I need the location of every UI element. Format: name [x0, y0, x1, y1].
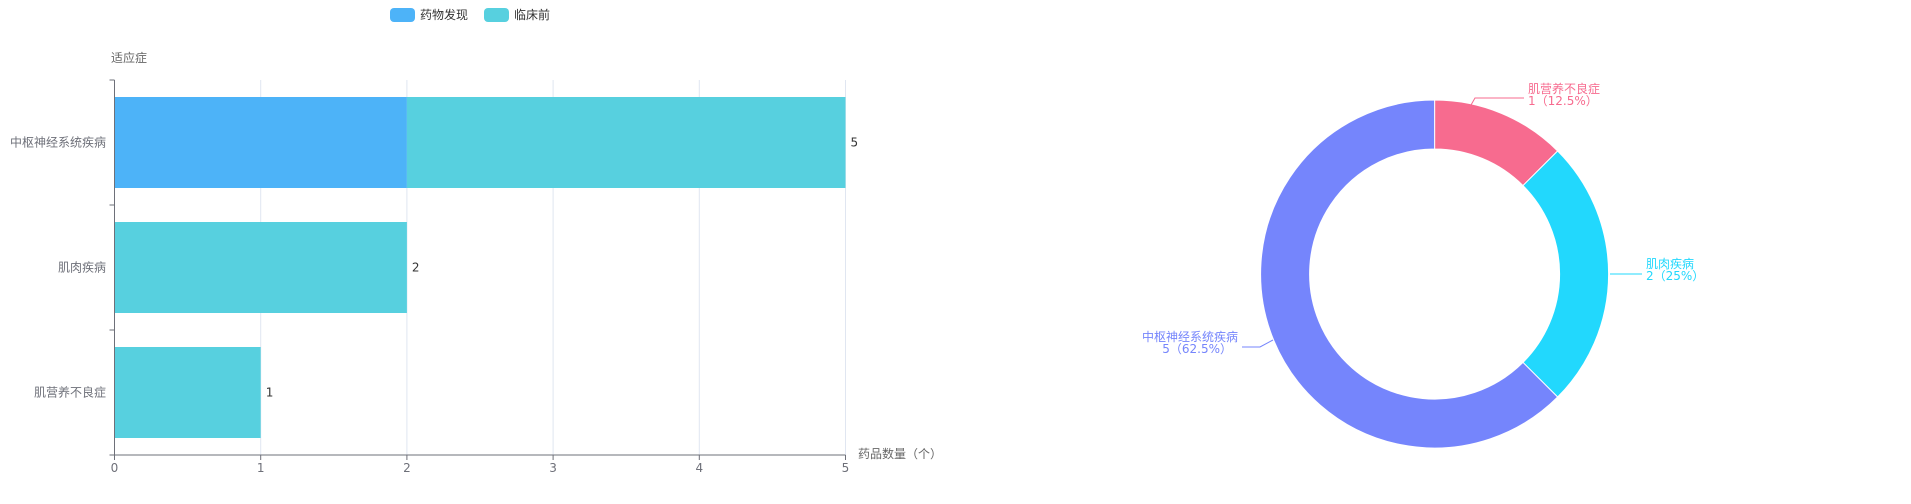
x-tick-label: 2: [403, 461, 411, 475]
slice-value-label: 5（62.5%）: [1162, 342, 1232, 356]
x-tick-label: 5: [842, 461, 850, 475]
bar-total-label: 2: [412, 261, 420, 275]
x-axis-title: 药品数量（个）: [858, 446, 942, 461]
slice-label: 中枢神经系统疾病: [1142, 329, 1238, 344]
donut-slice: [1522, 150, 1610, 398]
bar-total-label: 5: [851, 136, 859, 150]
bar-preclinical: [114, 347, 261, 438]
donut-slice: [1260, 99, 1559, 449]
x-tick-label: 1: [257, 461, 265, 475]
slice-value-label: 2（25%）: [1646, 269, 1704, 283]
label-leader-line: [1242, 339, 1274, 348]
bar-preclinical: [406, 97, 846, 188]
y-tick-label: 肌肉疾病: [58, 260, 106, 275]
legend-swatch: [390, 8, 415, 22]
y-tick-label: 肌营养不良症: [34, 385, 106, 400]
bar-drug-discovery: [114, 97, 407, 188]
label-leader-line: [1466, 97, 1524, 113]
y-axis-title: 适应症: [111, 50, 147, 65]
legend-swatch: [484, 8, 509, 22]
bar-preclinical: [114, 222, 407, 313]
x-tick-label: 4: [695, 461, 703, 475]
y-tick-label: 中枢神经系统疾病: [10, 135, 106, 150]
slice-label: 肌肉疾病: [1646, 256, 1694, 271]
x-tick-label: 0: [111, 461, 119, 475]
legend-label: 临床前: [514, 7, 550, 22]
slice-label: 肌营养不良症: [1528, 81, 1600, 96]
legend-label: 药物发现: [420, 7, 468, 22]
bar-total-label: 1: [266, 386, 274, 400]
slice-value-label: 1（12.5%）: [1528, 94, 1598, 108]
x-tick-label: 3: [549, 461, 557, 475]
